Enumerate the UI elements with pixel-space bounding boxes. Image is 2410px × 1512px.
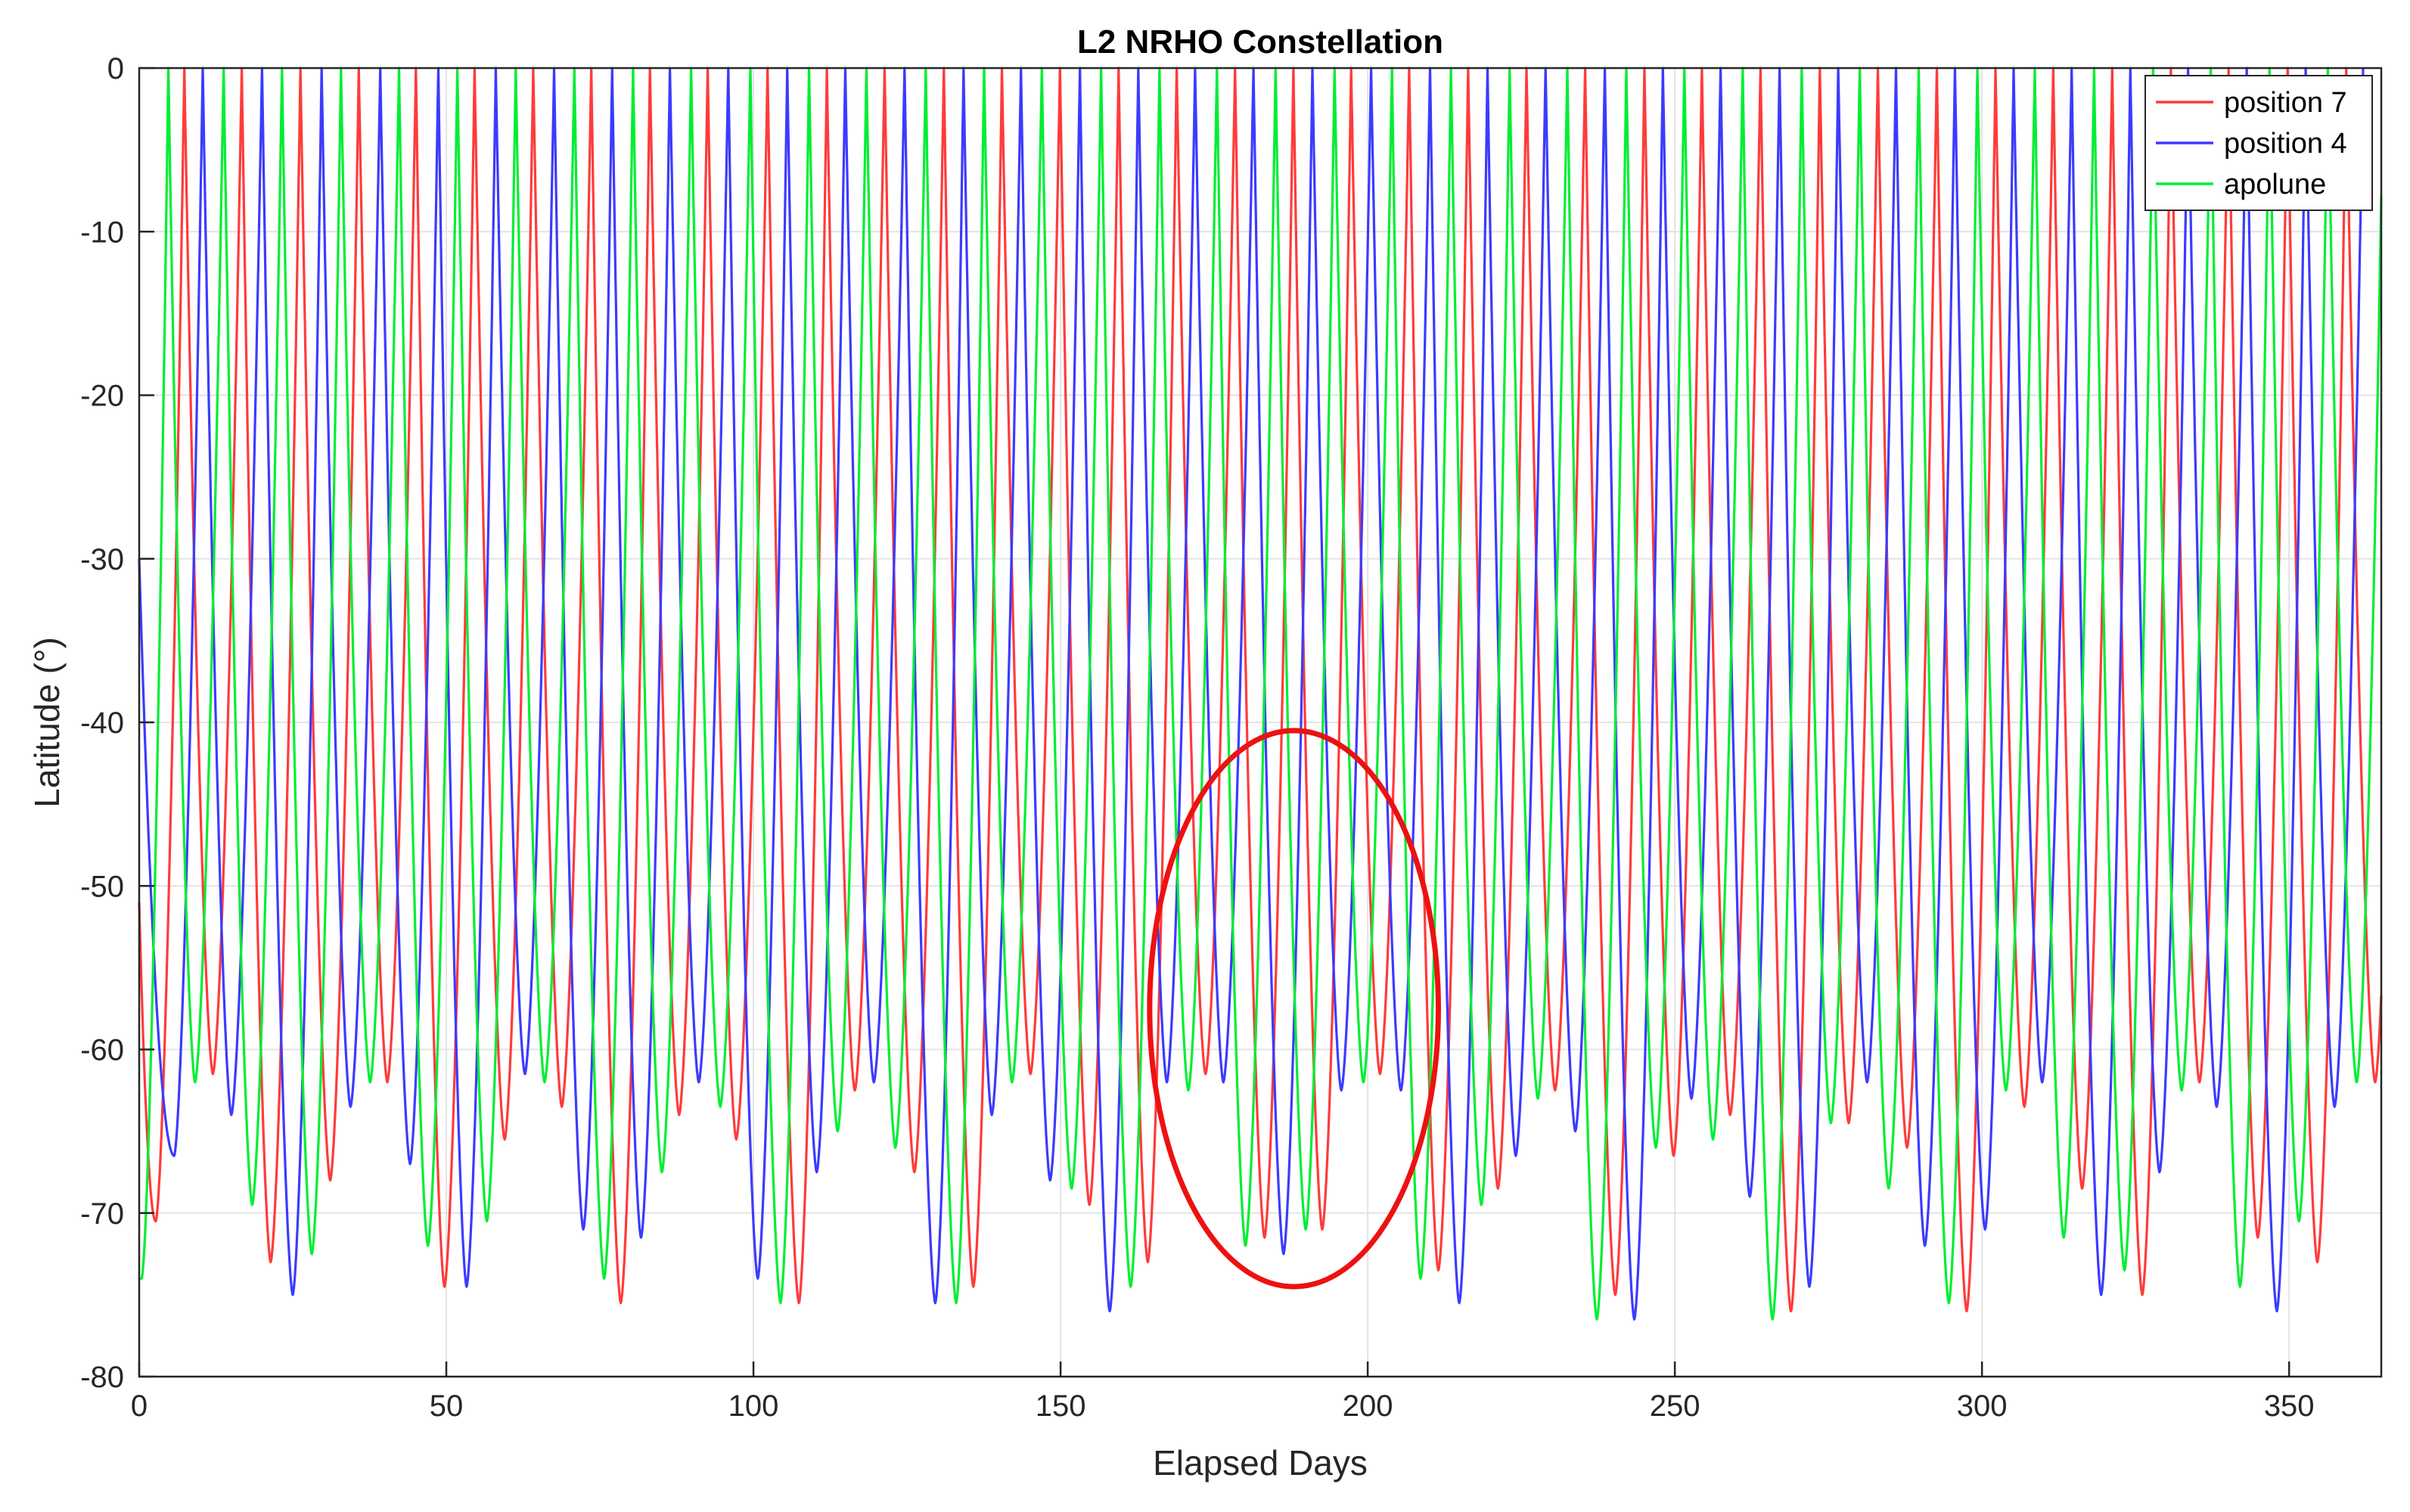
y-tick-label: -30: [80, 543, 124, 576]
x-tick-label: 100: [728, 1389, 779, 1423]
y-tick-label: 0: [107, 52, 124, 85]
x-tick-label: 300: [1957, 1389, 2008, 1423]
y-tick-label: -40: [80, 706, 124, 740]
y-tick-label: -10: [80, 216, 124, 249]
y-tick-label: -20: [80, 380, 124, 413]
legend: position 7 position 4 apolune: [2144, 75, 2373, 211]
y-tick-label: -60: [80, 1034, 124, 1067]
x-tick-label: 250: [1650, 1389, 1700, 1423]
x-tick-label: 200: [1343, 1389, 1393, 1423]
chart-title: L2 NRHO Constellation: [1077, 23, 1443, 61]
series-line-2: [139, 67, 2383, 1321]
x-axis-label: Elapsed Days: [1153, 1443, 1368, 1483]
x-tick-label: 50: [430, 1389, 464, 1423]
series-line-0: [138, 67, 2383, 1313]
x-tick-label: 0: [131, 1389, 148, 1423]
y-axis-label: Latitude (°): [27, 637, 67, 808]
annotation-layer: [1147, 728, 1441, 1290]
y-tick-label: -70: [80, 1197, 124, 1231]
legend-label: position 7: [2224, 87, 2347, 119]
x-tick-label: 150: [1036, 1389, 1086, 1423]
x-tick-label: 350: [2264, 1389, 2315, 1423]
y-tick-label: -80: [80, 1361, 124, 1394]
series-lines: [138, 67, 2383, 1321]
legend-label: position 4: [2224, 128, 2347, 160]
legend-label: apolune: [2224, 169, 2326, 200]
y-tick-label: -50: [80, 870, 124, 903]
axis-ticks: 0 50 100 150 200 250 300 350 0 -10 -20 -30 -40 -50 -60…: [80, 52, 2314, 1423]
highlight-ellipse: [1147, 728, 1441, 1290]
